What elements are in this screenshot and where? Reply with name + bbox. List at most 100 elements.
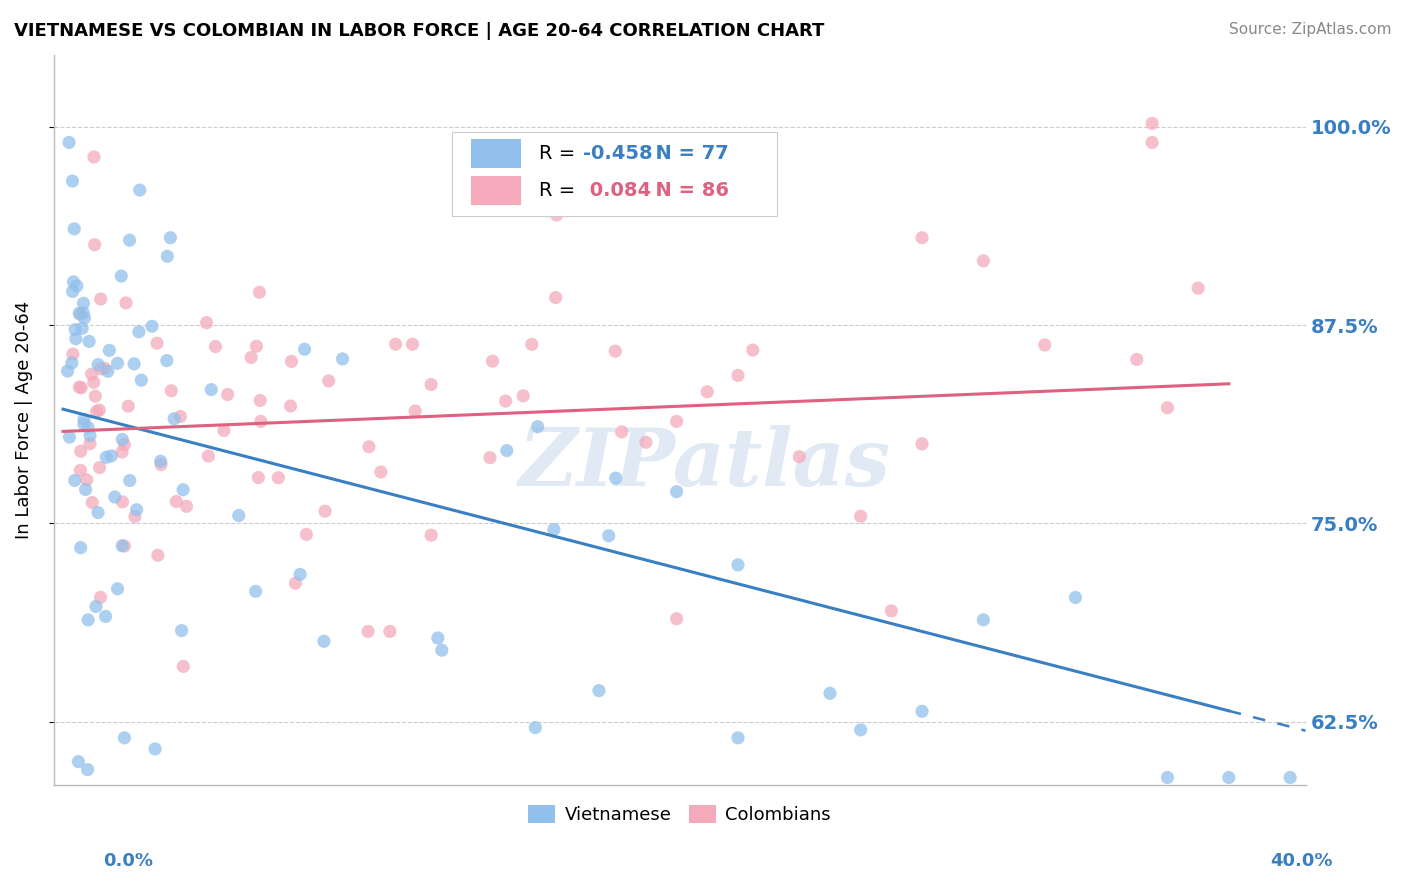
Point xyxy=(727,731,749,745)
Point xyxy=(288,567,311,582)
Point xyxy=(1064,591,1087,605)
Point xyxy=(228,508,250,523)
Point xyxy=(217,387,239,401)
Point xyxy=(67,306,90,320)
Point xyxy=(543,523,565,537)
Point xyxy=(58,136,80,150)
Point xyxy=(294,343,316,357)
Point xyxy=(70,381,93,395)
Point xyxy=(880,604,903,618)
Text: 40.0%: 40.0% xyxy=(1271,852,1333,870)
Point xyxy=(696,384,718,399)
Point xyxy=(280,354,302,368)
Point xyxy=(245,584,267,599)
Point xyxy=(267,471,290,485)
Point xyxy=(605,471,627,485)
Point xyxy=(378,624,401,639)
Point xyxy=(526,419,548,434)
Point xyxy=(63,222,86,236)
Text: VIETNAMESE VS COLOMBIAN IN LABOR FORCE | AGE 20-64 CORRELATION CHART: VIETNAMESE VS COLOMBIAN IN LABOR FORCE |… xyxy=(14,22,824,40)
Point xyxy=(87,506,110,520)
Point xyxy=(169,409,191,424)
Point xyxy=(111,539,134,553)
Point xyxy=(125,502,148,516)
Point xyxy=(58,430,80,444)
Point xyxy=(90,362,112,376)
Point xyxy=(118,474,141,488)
Point xyxy=(1218,771,1240,785)
Point xyxy=(972,613,994,627)
Point xyxy=(141,319,163,334)
Point xyxy=(1187,281,1209,295)
Point xyxy=(87,358,110,372)
Point xyxy=(357,440,380,454)
Point xyxy=(70,321,93,335)
Point xyxy=(111,445,134,459)
Point xyxy=(384,337,406,351)
Point xyxy=(72,296,94,310)
Point xyxy=(911,437,934,451)
Point xyxy=(90,292,112,306)
Point xyxy=(195,316,218,330)
Point xyxy=(118,233,141,247)
Point xyxy=(546,208,568,222)
Point xyxy=(94,361,117,376)
Point xyxy=(77,613,100,627)
Point xyxy=(495,443,517,458)
Point xyxy=(165,494,187,508)
Point xyxy=(1279,771,1302,785)
Point xyxy=(247,470,270,484)
Point xyxy=(98,343,121,358)
Point xyxy=(204,339,226,353)
Point xyxy=(66,279,89,293)
Point xyxy=(86,404,108,418)
Point xyxy=(82,495,104,509)
Text: -0.458: -0.458 xyxy=(583,145,652,163)
Point xyxy=(634,435,657,450)
Point xyxy=(65,332,87,346)
Point xyxy=(605,344,627,359)
Point xyxy=(789,450,811,464)
Point xyxy=(240,351,263,365)
Point xyxy=(741,343,763,357)
Point xyxy=(122,357,145,371)
Point xyxy=(149,454,172,468)
Point xyxy=(83,150,105,164)
Point xyxy=(370,465,392,479)
FancyBboxPatch shape xyxy=(451,132,778,216)
Point xyxy=(97,364,120,378)
Point xyxy=(56,364,79,378)
Point xyxy=(249,393,271,408)
Point xyxy=(63,322,86,336)
Point xyxy=(1033,338,1056,352)
Point xyxy=(104,490,127,504)
Point xyxy=(77,420,100,434)
Point xyxy=(75,483,97,497)
Point xyxy=(318,374,340,388)
Point xyxy=(69,444,91,458)
Text: N = 77: N = 77 xyxy=(643,145,728,163)
FancyBboxPatch shape xyxy=(471,139,520,169)
Point xyxy=(524,721,547,735)
Point xyxy=(112,731,135,745)
Point xyxy=(520,337,543,351)
Point xyxy=(112,539,135,553)
Point xyxy=(112,437,135,451)
FancyBboxPatch shape xyxy=(471,176,520,205)
Point xyxy=(249,285,271,300)
Point xyxy=(197,449,219,463)
Point xyxy=(131,373,153,387)
Point xyxy=(79,428,101,442)
Point xyxy=(249,414,271,428)
Point xyxy=(96,450,118,465)
Point xyxy=(727,368,749,383)
Point xyxy=(312,634,335,648)
Point xyxy=(280,399,302,413)
Point xyxy=(128,325,150,339)
Point xyxy=(73,310,96,325)
Point xyxy=(62,347,84,361)
Point xyxy=(163,411,186,425)
Point xyxy=(665,484,688,499)
Point xyxy=(1126,352,1149,367)
Text: R =: R = xyxy=(540,145,582,163)
